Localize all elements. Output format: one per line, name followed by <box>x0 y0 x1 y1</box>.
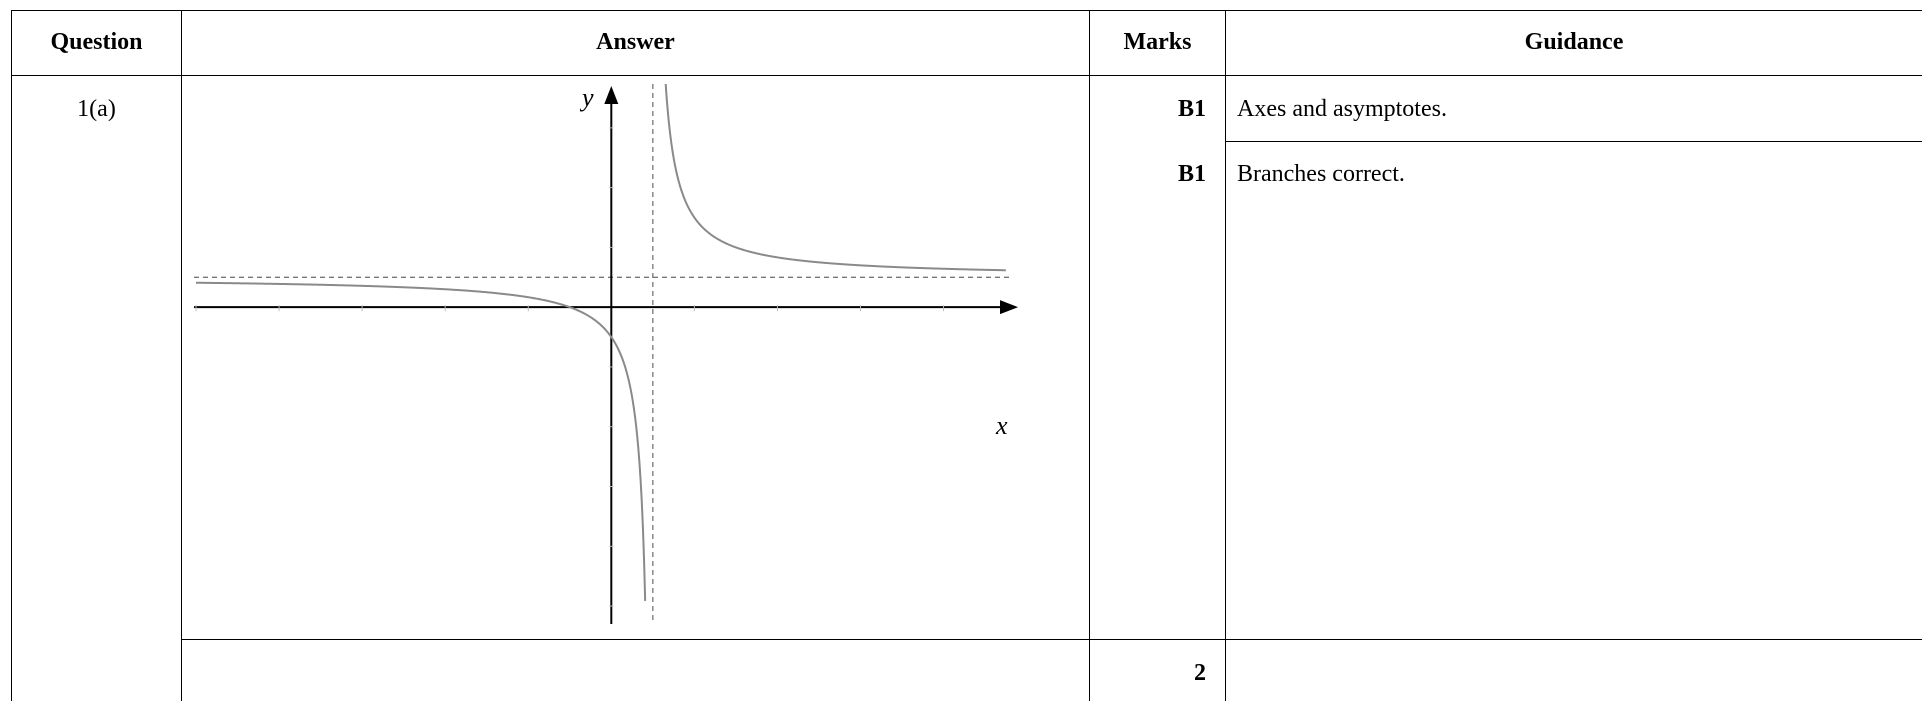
question-number: 1(a) <box>77 96 116 122</box>
column-divider-marks <box>1089 10 1090 701</box>
y-axis-label: y <box>579 84 594 112</box>
column-divider-guidance <box>1225 10 1226 701</box>
row-divider-total <box>181 639 1922 640</box>
y-axis-arrow <box>604 86 619 104</box>
mark-b1-branches: B1 <box>1177 161 1206 187</box>
row-divider-b1 <box>1225 141 1922 142</box>
header-bottom-border <box>11 75 1922 76</box>
x-axis-label: x <box>995 411 1008 440</box>
guidance-axes: Axes and asymptotes. <box>1237 96 1447 122</box>
mark-total: 2 <box>1194 660 1206 686</box>
header-marks: Marks <box>1123 29 1192 55</box>
left-branch <box>195 281 647 601</box>
right-branch <box>664 84 1006 272</box>
table-left-border <box>11 10 12 701</box>
header-question: Question <box>50 29 143 55</box>
answer-graph: x y <box>194 84 1018 624</box>
guidance-branches: Branches correct. <box>1237 161 1405 187</box>
mark-b1-axes: B1 <box>1177 96 1206 122</box>
table-top-border <box>11 10 1922 11</box>
column-divider-answer <box>181 10 182 701</box>
header-guidance: Guidance <box>1524 29 1624 55</box>
header-answer: Answer <box>596 29 675 55</box>
x-axis-arrow <box>1000 300 1018 315</box>
